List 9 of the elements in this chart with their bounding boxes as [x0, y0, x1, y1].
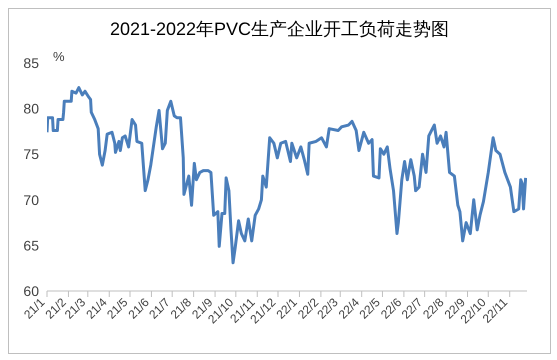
- y-axis-title: %: [53, 49, 65, 64]
- y-tick-label: 70: [23, 192, 40, 208]
- y-tick-label: 80: [23, 100, 40, 117]
- y-tick-label: 85: [23, 54, 40, 71]
- chart-title: 2021-2022年PVC生产企业开工负荷走势图: [108, 18, 450, 41]
- y-tick-label: 75: [23, 146, 40, 162]
- line-series: [47, 86, 527, 264]
- y-tick-label: 65: [23, 237, 40, 254]
- y-tick-label: 60: [23, 282, 40, 299]
